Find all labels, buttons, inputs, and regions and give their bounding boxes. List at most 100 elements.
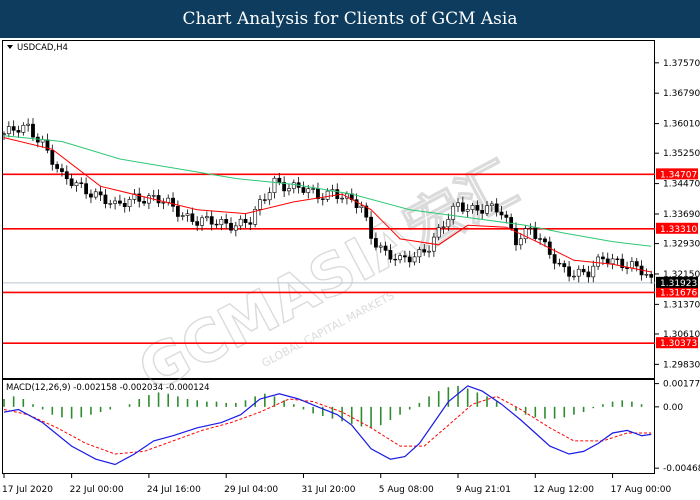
candle-body bbox=[214, 223, 219, 226]
time-axis-tick-label: 9 Aug 21:01 bbox=[456, 485, 511, 495]
candle-body bbox=[359, 205, 364, 209]
candle-body bbox=[475, 205, 480, 211]
candle-body bbox=[156, 195, 161, 204]
candle-body bbox=[2, 133, 6, 135]
price-level-tag bbox=[656, 168, 698, 180]
candle-body bbox=[316, 188, 320, 200]
candle-body bbox=[142, 201, 146, 204]
candle-body bbox=[166, 197, 171, 203]
candle-body bbox=[21, 125, 26, 133]
candle-body bbox=[441, 226, 446, 228]
macd-label: MACD(12,26,9) -0.002158 -0.002034 -0.000… bbox=[6, 383, 210, 393]
candle-body bbox=[325, 190, 330, 200]
time-axis-tick-label: 12 Aug 12:00 bbox=[533, 485, 594, 495]
candle-body bbox=[518, 238, 523, 246]
candle-body bbox=[576, 268, 581, 277]
candle-body bbox=[610, 258, 615, 265]
candle-body bbox=[374, 238, 378, 248]
candle-body bbox=[60, 168, 64, 172]
macd-axis-tick-label: -0.004681 bbox=[663, 464, 700, 474]
candle-body bbox=[557, 262, 562, 265]
candle-body bbox=[243, 218, 248, 223]
candle-body bbox=[388, 250, 393, 260]
candle-body bbox=[31, 123, 35, 138]
candle-body bbox=[581, 268, 586, 273]
candle-body bbox=[108, 203, 113, 205]
time-axis-tick-label: 5 Aug 08:00 bbox=[379, 485, 434, 495]
candle-body bbox=[238, 218, 243, 227]
price-level-label: 1.33310 bbox=[660, 225, 697, 235]
ema-slow-line bbox=[3, 135, 652, 247]
candle-body bbox=[161, 202, 166, 204]
time-axis-tick-label: 17 Aug 00:00 bbox=[611, 485, 672, 495]
candle-body bbox=[98, 191, 103, 196]
price-level-label: 1.30373 bbox=[660, 339, 697, 349]
price-axis-tick-label: 1.31370 bbox=[663, 300, 700, 310]
symbol-label: USDCAD,H4 bbox=[17, 43, 68, 53]
candle-body bbox=[171, 197, 175, 207]
candle-body bbox=[151, 195, 156, 197]
candle-body bbox=[180, 215, 185, 217]
candle-body bbox=[74, 182, 79, 186]
candle-body bbox=[625, 267, 629, 269]
candle-body bbox=[262, 199, 267, 201]
candle-body bbox=[103, 194, 108, 205]
candle-body bbox=[253, 209, 258, 225]
candle-body bbox=[277, 177, 282, 183]
candle-body bbox=[369, 216, 373, 239]
candle-body bbox=[291, 182, 296, 189]
candle-body bbox=[248, 222, 253, 225]
candle-body bbox=[127, 199, 132, 207]
candle-body bbox=[402, 255, 407, 258]
time-axis-tick-label: 22 Jul 00:00 bbox=[70, 485, 124, 495]
candle-body bbox=[185, 213, 190, 216]
price-axis-tick-label: 1.35250 bbox=[663, 149, 700, 159]
candle-body bbox=[465, 209, 470, 212]
candle-body bbox=[26, 123, 31, 126]
candle-body bbox=[200, 217, 204, 226]
candle-body bbox=[383, 245, 388, 251]
candle-body bbox=[436, 227, 441, 238]
candle-body bbox=[224, 219, 229, 224]
time-axis-tick-label: 29 Jul 04:00 bbox=[224, 485, 278, 495]
candle-body bbox=[64, 171, 69, 180]
time-axis-tick-label: 17 Jul 2020 bbox=[2, 485, 53, 495]
dropdown-triangle-icon[interactable] bbox=[7, 45, 13, 49]
candle-body bbox=[147, 195, 151, 204]
candle-body bbox=[287, 188, 291, 192]
candle-body bbox=[480, 209, 485, 214]
price-panel-frame bbox=[2, 40, 655, 379]
candle-body bbox=[417, 249, 422, 258]
candle-body bbox=[113, 200, 117, 204]
candle-body bbox=[591, 265, 596, 278]
macd-signal-line bbox=[3, 395, 652, 455]
ema-fast-line bbox=[3, 137, 652, 273]
candle-body bbox=[528, 227, 533, 230]
price-level-label: 1.34707 bbox=[660, 170, 697, 180]
candle-body bbox=[204, 216, 209, 219]
candle-body bbox=[470, 205, 475, 210]
candle-body bbox=[118, 200, 122, 204]
candle-body bbox=[572, 275, 576, 278]
candle-body bbox=[89, 193, 93, 198]
candle-body bbox=[427, 250, 431, 253]
price-axis-tick-label: 1.32150 bbox=[663, 270, 700, 280]
price-level-label: 1.31676 bbox=[660, 288, 697, 298]
price-axis-tick-label: 1.29830 bbox=[663, 360, 700, 370]
price-axis-tick-label: 1.32930 bbox=[663, 240, 700, 250]
candle-body bbox=[272, 177, 277, 193]
candle-body bbox=[378, 245, 383, 248]
candle-body bbox=[552, 254, 557, 264]
candle-body bbox=[393, 258, 398, 261]
candle-body bbox=[6, 126, 11, 135]
candle-body bbox=[16, 130, 21, 133]
candle-body bbox=[84, 183, 89, 195]
candle-body bbox=[340, 197, 345, 200]
candle-body bbox=[354, 199, 359, 209]
candle-body bbox=[320, 198, 325, 200]
candle-body bbox=[634, 261, 639, 267]
candle-body bbox=[267, 192, 272, 201]
candle-body bbox=[55, 164, 60, 169]
candle-body bbox=[398, 255, 402, 261]
candle-body bbox=[620, 258, 625, 269]
